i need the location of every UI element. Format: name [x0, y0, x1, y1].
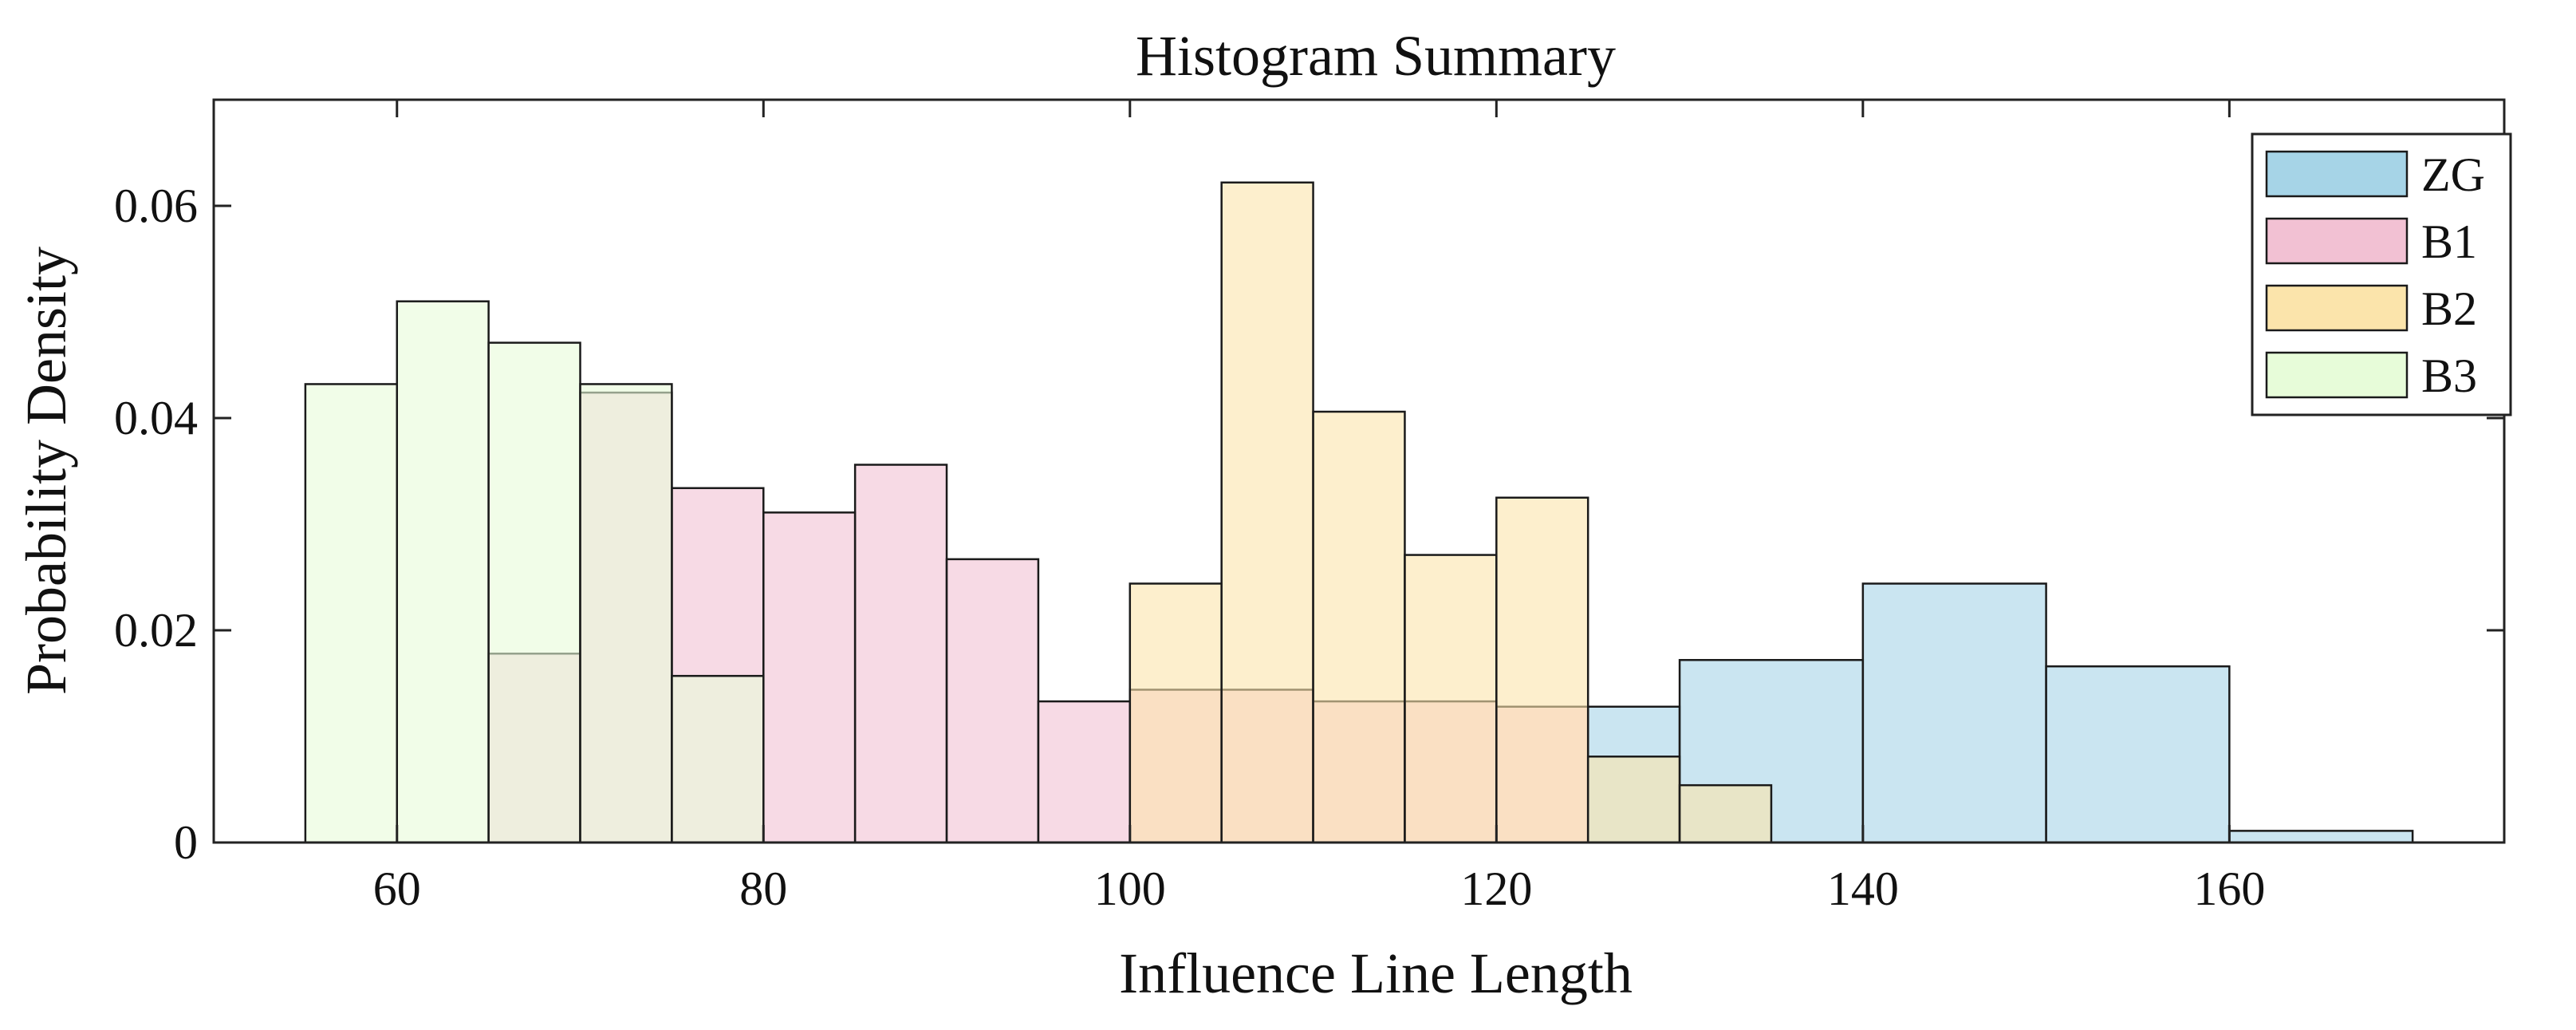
legend-swatch-zg	[2265, 150, 2409, 198]
legend-label-b3: B3	[2421, 349, 2477, 402]
legend: ZG B1 B2 B3	[2251, 132, 2512, 416]
x-tick-label-3: 120	[1460, 862, 1532, 915]
bar-b3-4	[671, 674, 765, 844]
legend-label-zg: ZG	[2421, 148, 2485, 201]
legend-swatch-b3	[2265, 351, 2409, 399]
bars-layer	[304, 181, 2414, 844]
bar-b3-3	[579, 383, 673, 844]
x-axis-label: Influence Line Length	[1119, 941, 1633, 1005]
bar-b2-0	[1128, 582, 1223, 844]
bar-b2-5	[1586, 756, 1681, 844]
legend-swatch-b1	[2265, 217, 2409, 265]
legend-swatch-b2	[2265, 284, 2409, 332]
bar-b2-1	[1220, 181, 1314, 844]
bar-b1-4	[853, 464, 948, 844]
axis-ticks: 60 80 100 120 140 160 0 0.02 0.04 0.06	[114, 100, 2504, 915]
x-tick-label-1: 80	[739, 862, 787, 915]
y-axis-label: Probability Density	[14, 247, 78, 695]
y-tick-label-3: 0.06	[114, 180, 198, 232]
bar-b2-2	[1312, 410, 1406, 844]
x-tick-label-2: 100	[1094, 862, 1166, 915]
y-tick-label-0: 0	[174, 816, 198, 869]
bar-zg-4	[2228, 830, 2414, 844]
x-tick-label-0: 60	[373, 862, 421, 915]
legend-label-b2: B2	[2421, 282, 2477, 335]
bar-b1-5	[945, 558, 1040, 844]
bar-b2-6	[1678, 783, 1773, 844]
bar-b3-1	[396, 300, 490, 844]
x-tick-label-4: 140	[1827, 862, 1899, 915]
bar-b3-0	[304, 383, 399, 844]
series-b3	[304, 300, 765, 844]
y-tick-label-2: 0.04	[114, 392, 198, 444]
bar-b3-2	[487, 341, 581, 844]
bar-b1-3	[762, 511, 857, 844]
bar-zg-2	[1861, 582, 2047, 844]
bar-b2-4	[1495, 496, 1589, 844]
bar-zg-3	[2045, 665, 2231, 844]
series-b2	[1128, 181, 1773, 844]
bar-b2-3	[1404, 554, 1498, 844]
legend-label-b1: B1	[2421, 215, 2477, 268]
x-tick-label-5: 160	[2193, 862, 2265, 915]
chart-title: Histogram Summary	[1136, 24, 1616, 88]
plot-area-frame	[212, 98, 2506, 844]
bar-b1-6	[1037, 700, 1132, 844]
y-tick-label-1: 0.02	[114, 604, 198, 657]
